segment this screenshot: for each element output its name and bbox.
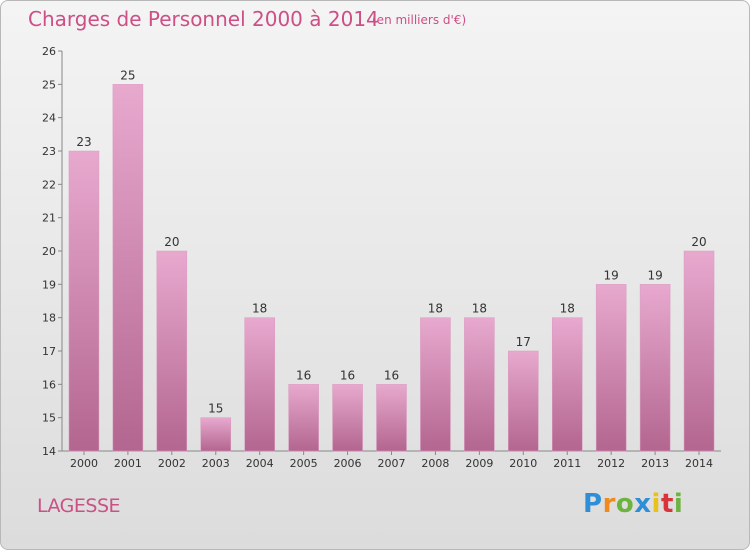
- y-tick-label: 18: [42, 312, 56, 325]
- y-tick-label: 14: [42, 445, 56, 458]
- logo-letter: o: [615, 489, 635, 519]
- bar-2002: [156, 250, 188, 452]
- bar-value-label: 15: [208, 402, 223, 416]
- bar-value-label: 25: [120, 68, 135, 82]
- y-tick-label: 19: [42, 278, 56, 291]
- x-tick-label: 2004: [246, 457, 274, 470]
- x-tick-label: 2009: [465, 457, 493, 470]
- bar-2006: [332, 384, 363, 452]
- logo-letter: i: [651, 489, 661, 519]
- bar-2007: [376, 384, 407, 452]
- bar-value-label: 17: [516, 335, 531, 349]
- bar-value-label: 18: [428, 302, 443, 316]
- logo-letter: r: [602, 489, 616, 519]
- y-tick-label: 20: [42, 245, 56, 258]
- logo-letter: P: [583, 489, 603, 519]
- x-tick-label: 2003: [202, 457, 230, 470]
- x-tick-label: 2012: [597, 457, 625, 470]
- x-tick-label: 2013: [641, 457, 669, 470]
- chart-title: Charges de Personnel 2000 à 2014: [28, 7, 379, 31]
- bar-value-label: 23: [76, 135, 91, 149]
- x-tick-label: 2008: [421, 457, 449, 470]
- bar-value-label: 18: [560, 302, 575, 316]
- logo-letter: x: [634, 489, 652, 519]
- bar-2010: [508, 350, 539, 452]
- x-tick-label: 2001: [114, 457, 142, 470]
- bar-2005: [288, 384, 319, 452]
- bar-2014: [683, 250, 715, 452]
- y-tick-label: 23: [42, 145, 56, 158]
- bar-2000: [68, 150, 100, 452]
- bar-2009: [464, 317, 495, 452]
- x-tick-label: 2010: [509, 457, 537, 470]
- bar-2001: [112, 84, 144, 452]
- bar-2011: [551, 317, 583, 452]
- bar-value-label: 16: [296, 368, 311, 382]
- bar-value-label: 18: [472, 302, 487, 316]
- y-tick-label: 26: [42, 45, 56, 58]
- y-tick-label: 22: [42, 178, 56, 191]
- bar-value-label: 16: [384, 368, 399, 382]
- bar-value-label: 19: [604, 268, 619, 282]
- bar-2013: [639, 284, 671, 452]
- bar-value-label: 20: [691, 235, 706, 249]
- bar-2004: [244, 317, 275, 452]
- logo-letter: i: [673, 489, 684, 519]
- bar-2008: [420, 317, 451, 452]
- x-tick-label: 2007: [378, 457, 406, 470]
- proxiti-logo: Proxiti: [583, 489, 683, 519]
- bar-value-label: 18: [252, 302, 267, 316]
- bar-value-label: 20: [164, 235, 179, 249]
- x-tick-label: 2000: [70, 457, 98, 470]
- logo-letter: t: [660, 489, 674, 519]
- bar-value-label: 16: [340, 368, 355, 382]
- x-tick-label: 2011: [553, 457, 581, 470]
- bar-value-label: 19: [647, 268, 662, 282]
- y-tick-label: 21: [42, 212, 56, 225]
- y-tick-label: 15: [42, 412, 56, 425]
- y-tick-label: 25: [42, 78, 56, 91]
- chart-subtitle: (en milliers d'€): [372, 13, 467, 27]
- y-tick-label: 16: [42, 378, 56, 391]
- x-tick-label: 2005: [290, 457, 318, 470]
- bar-2003: [200, 417, 232, 452]
- location-name: LAGESSE: [37, 495, 121, 517]
- x-tick-label: 2014: [685, 457, 713, 470]
- x-tick-label: 2002: [158, 457, 186, 470]
- y-tick-label: 17: [42, 345, 56, 358]
- bar-2012: [595, 284, 627, 452]
- y-tick-label: 24: [42, 112, 56, 125]
- x-tick-label: 2006: [334, 457, 362, 470]
